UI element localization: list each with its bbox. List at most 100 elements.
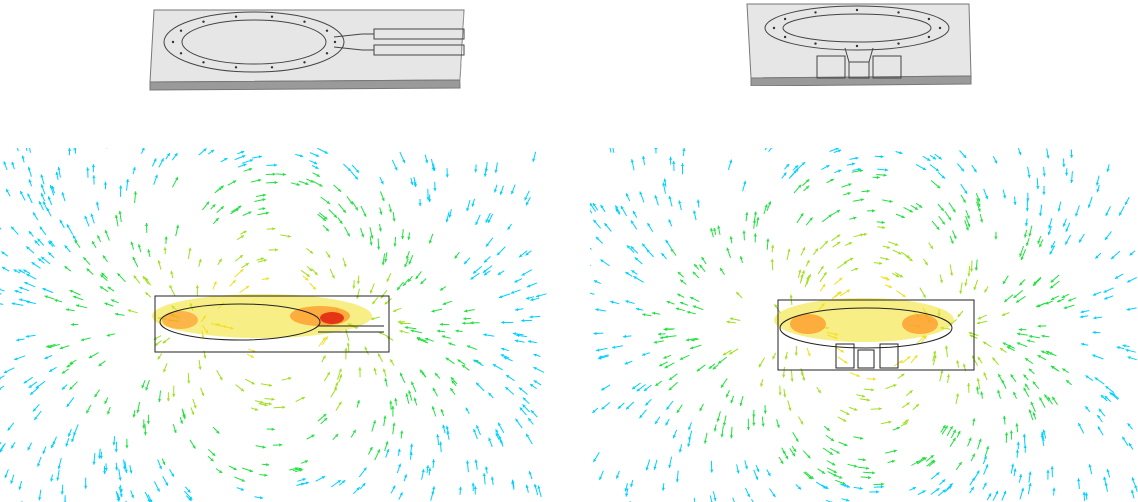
field-arrow-head bbox=[933, 354, 937, 359]
field-arrow-head bbox=[157, 356, 161, 360]
field-arrow-head bbox=[1057, 208, 1061, 212]
field-arrow-head bbox=[39, 201, 42, 205]
field-arrow-head bbox=[69, 361, 73, 364]
field-arrow-head bbox=[442, 302, 446, 305]
field-arrow-head bbox=[239, 255, 243, 259]
field-arrow-head bbox=[1111, 256, 1115, 260]
field-arrow-head bbox=[899, 360, 903, 364]
field-arrow-head bbox=[103, 471, 107, 475]
field-arrow-head bbox=[406, 256, 409, 260]
field-arrow-head bbox=[163, 369, 167, 373]
field-arrow-head bbox=[265, 211, 269, 215]
field-arrow-head bbox=[1021, 487, 1025, 492]
field-arrow-head bbox=[703, 440, 707, 444]
field-arrow-head bbox=[76, 304, 80, 308]
field-arrow-head bbox=[309, 268, 313, 272]
field-arrow-head bbox=[88, 355, 93, 358]
field-arrow-head bbox=[624, 361, 628, 365]
field-arrow-head bbox=[462, 365, 466, 368]
field-arrow-head bbox=[962, 199, 966, 203]
field-arrow-head bbox=[437, 329, 441, 333]
field-arrow-head bbox=[655, 420, 659, 425]
field-arrow-head bbox=[114, 214, 119, 218]
field-arrow-head bbox=[659, 363, 663, 367]
field-arrow-head bbox=[906, 402, 910, 406]
field-arrow-head bbox=[142, 425, 146, 429]
field-arrow-head bbox=[372, 300, 376, 305]
field-arrow-head bbox=[835, 148, 839, 151]
field-arrow-head bbox=[1078, 423, 1082, 427]
field-arrow-head bbox=[251, 381, 255, 385]
field-arrow-head bbox=[1098, 408, 1102, 412]
field-arrow-head bbox=[960, 168, 964, 172]
field-arrow-head bbox=[31, 262, 35, 266]
via-hole bbox=[897, 11, 900, 14]
field-arrow-head bbox=[346, 342, 350, 346]
field-arrow-head bbox=[1103, 476, 1107, 481]
field-arrow-head bbox=[1025, 242, 1029, 246]
field-arrow-head bbox=[807, 455, 811, 459]
field-arrow-head bbox=[132, 256, 136, 261]
field-arrow-head bbox=[729, 159, 733, 163]
field-arrow-head bbox=[145, 292, 149, 296]
field-arrow-head bbox=[881, 220, 885, 224]
field-arrow-head bbox=[64, 266, 68, 270]
field-arrow-head bbox=[595, 308, 599, 312]
field-arrow-head bbox=[927, 157, 931, 161]
field-arrow-head bbox=[797, 486, 802, 490]
field-arrow-head bbox=[26, 246, 30, 250]
field-arrow-head bbox=[786, 163, 790, 168]
field-arrow-head bbox=[166, 153, 170, 157]
field-arrow-head bbox=[533, 367, 537, 370]
field-arrow-head bbox=[385, 441, 389, 445]
field-arrow-head bbox=[176, 224, 180, 229]
field-arrow-head bbox=[528, 471, 532, 475]
field-arrow-head bbox=[389, 400, 393, 404]
field-arrow-head bbox=[431, 167, 435, 171]
field-arrow-head bbox=[358, 367, 362, 371]
field-arrow-head bbox=[238, 205, 242, 209]
field-arrow-head bbox=[590, 208, 591, 210]
field-arrow-head bbox=[821, 470, 825, 474]
field-arrow-head bbox=[119, 185, 123, 189]
field-arrow-head bbox=[440, 287, 444, 291]
field-arrow-head bbox=[830, 179, 834, 182]
field-arrow-head bbox=[980, 391, 984, 395]
field-arrow-head bbox=[633, 210, 636, 215]
field-arrow-head bbox=[440, 409, 444, 413]
field-arrow-head bbox=[930, 245, 933, 249]
field-arrow-head bbox=[98, 363, 102, 367]
field-arrow-head bbox=[1129, 252, 1133, 256]
field-arrow-head bbox=[1039, 397, 1043, 401]
field-arrow-head bbox=[356, 281, 360, 285]
field-arrow-head bbox=[142, 276, 146, 280]
field-arrow-head bbox=[262, 445, 266, 449]
field-arrow-head bbox=[240, 388, 244, 392]
field-arrow-head bbox=[274, 163, 278, 167]
field-arrow-head bbox=[500, 354, 504, 358]
field-arrow-head bbox=[48, 252, 52, 256]
field-arrow-head bbox=[494, 169, 498, 173]
field-arrow-head bbox=[599, 476, 603, 480]
field-arrow-head bbox=[41, 193, 44, 197]
field-arrow-head bbox=[526, 433, 530, 438]
field-arrow-head bbox=[701, 256, 705, 261]
field-arrow-head bbox=[48, 241, 52, 245]
field-arrow-head bbox=[473, 270, 477, 274]
field-arrow-head bbox=[915, 404, 919, 408]
field-arrow-head bbox=[421, 469, 425, 473]
field-arrow-head bbox=[471, 203, 475, 207]
field-arrow-head bbox=[1001, 312, 1006, 316]
field-arrow-head bbox=[677, 293, 681, 297]
field-arrow-head bbox=[1027, 174, 1031, 178]
field-arrow-head bbox=[296, 182, 300, 186]
field-arrow-head bbox=[464, 309, 468, 313]
field-arrow-head bbox=[104, 400, 108, 404]
field-arrow-head bbox=[343, 263, 347, 267]
field-arrow-head bbox=[355, 207, 358, 211]
board-side-face bbox=[149, 79, 461, 91]
field-arrow-head bbox=[905, 419, 909, 423]
field-arrow-head bbox=[1051, 297, 1055, 300]
field-arrow-head bbox=[43, 201, 46, 205]
field-arrow-head bbox=[1028, 483, 1032, 487]
